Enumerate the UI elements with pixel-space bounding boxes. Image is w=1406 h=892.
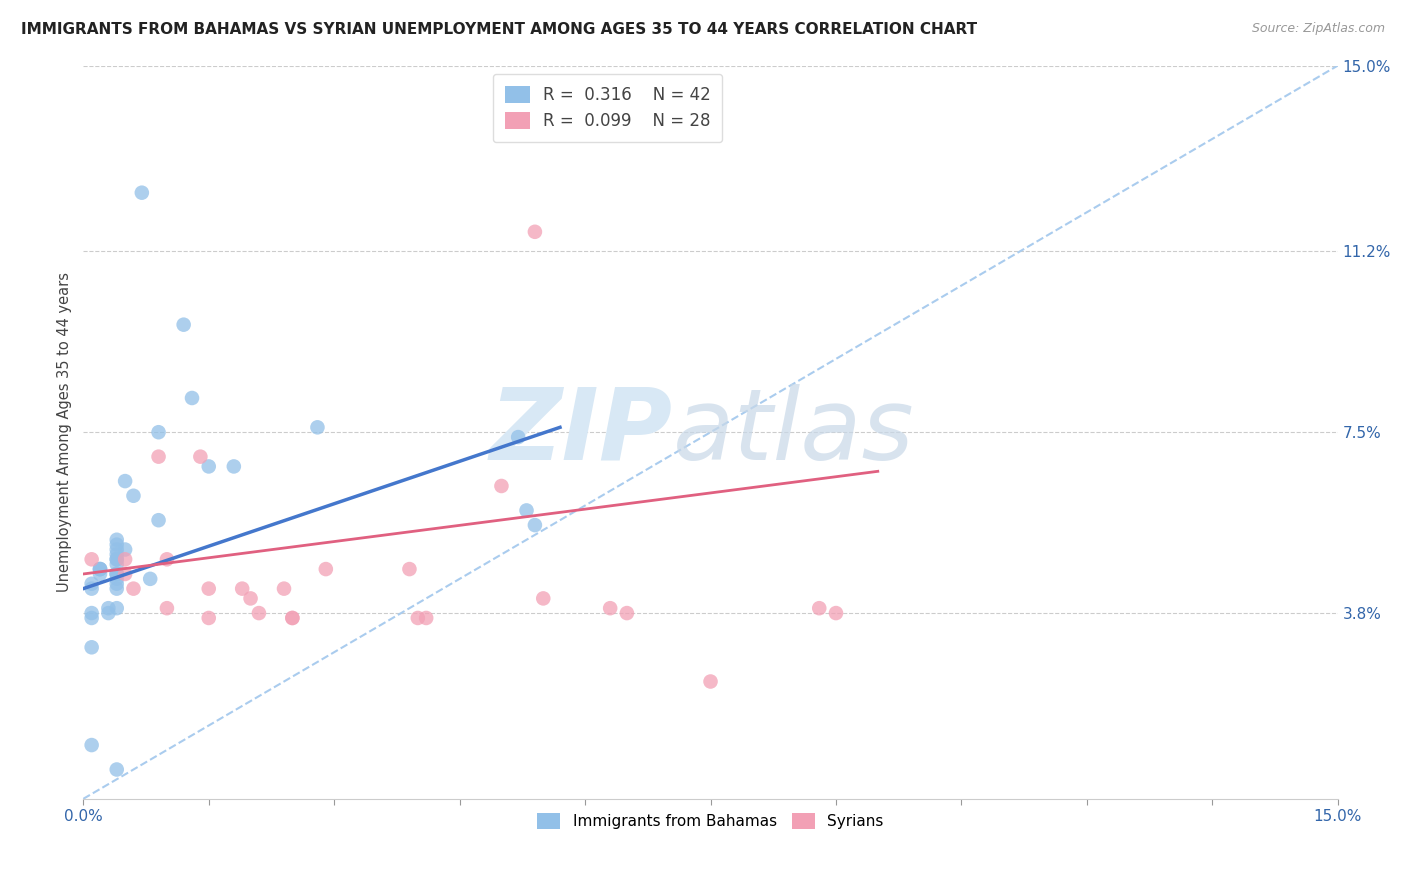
Legend: Immigrants from Bahamas, Syrians: Immigrants from Bahamas, Syrians	[531, 807, 890, 835]
Point	[122, 582, 145, 596]
Point	[523, 225, 546, 239]
Point	[105, 601, 128, 615]
Point	[89, 566, 111, 581]
Point	[97, 601, 120, 615]
Point	[80, 576, 103, 591]
Point	[508, 430, 530, 444]
Point	[80, 582, 103, 596]
Point	[616, 606, 638, 620]
Point	[197, 611, 219, 625]
Point	[80, 640, 103, 655]
Point	[699, 674, 721, 689]
Point	[139, 572, 162, 586]
Point	[247, 606, 270, 620]
Point	[491, 479, 513, 493]
Point	[80, 552, 103, 566]
Point	[89, 562, 111, 576]
Point	[80, 606, 103, 620]
Text: Source: ZipAtlas.com: Source: ZipAtlas.com	[1251, 22, 1385, 36]
Y-axis label: Unemployment Among Ages 35 to 44 years: Unemployment Among Ages 35 to 44 years	[58, 272, 72, 592]
Point	[281, 611, 304, 625]
Point	[89, 562, 111, 576]
Text: atlas: atlas	[673, 384, 914, 481]
Point	[105, 533, 128, 547]
Point	[599, 601, 621, 615]
Point	[105, 572, 128, 586]
Point	[105, 542, 128, 557]
Point	[808, 601, 831, 615]
Point	[197, 582, 219, 596]
Point	[406, 611, 429, 625]
Point	[114, 542, 136, 557]
Point	[97, 606, 120, 620]
Point	[105, 552, 128, 566]
Point	[122, 489, 145, 503]
Point	[523, 518, 546, 533]
Point	[273, 582, 295, 596]
Point	[114, 552, 136, 566]
Point	[114, 566, 136, 581]
Point	[190, 450, 212, 464]
Point	[105, 548, 128, 562]
Point	[105, 552, 128, 566]
Point	[105, 763, 128, 777]
Point	[105, 566, 128, 581]
Point	[197, 459, 219, 474]
Point	[515, 503, 537, 517]
Point	[231, 582, 253, 596]
Point	[148, 425, 170, 440]
Point	[415, 611, 437, 625]
Point	[105, 558, 128, 572]
Point	[105, 538, 128, 552]
Point	[156, 552, 179, 566]
Point	[148, 513, 170, 527]
Point	[80, 738, 103, 752]
Point	[825, 606, 848, 620]
Point	[315, 562, 337, 576]
Text: ZIP: ZIP	[489, 384, 673, 481]
Point	[398, 562, 420, 576]
Point	[222, 459, 245, 474]
Point	[105, 566, 128, 581]
Point	[181, 391, 204, 405]
Point	[105, 576, 128, 591]
Point	[114, 474, 136, 488]
Point	[105, 566, 128, 581]
Point	[307, 420, 329, 434]
Point	[105, 582, 128, 596]
Text: IMMIGRANTS FROM BAHAMAS VS SYRIAN UNEMPLOYMENT AMONG AGES 35 TO 44 YEARS CORRELA: IMMIGRANTS FROM BAHAMAS VS SYRIAN UNEMPL…	[21, 22, 977, 37]
Point	[148, 450, 170, 464]
Point	[239, 591, 262, 606]
Point	[89, 562, 111, 576]
Point	[173, 318, 195, 332]
Point	[281, 611, 304, 625]
Point	[80, 611, 103, 625]
Point	[131, 186, 153, 200]
Point	[156, 601, 179, 615]
Point	[531, 591, 554, 606]
